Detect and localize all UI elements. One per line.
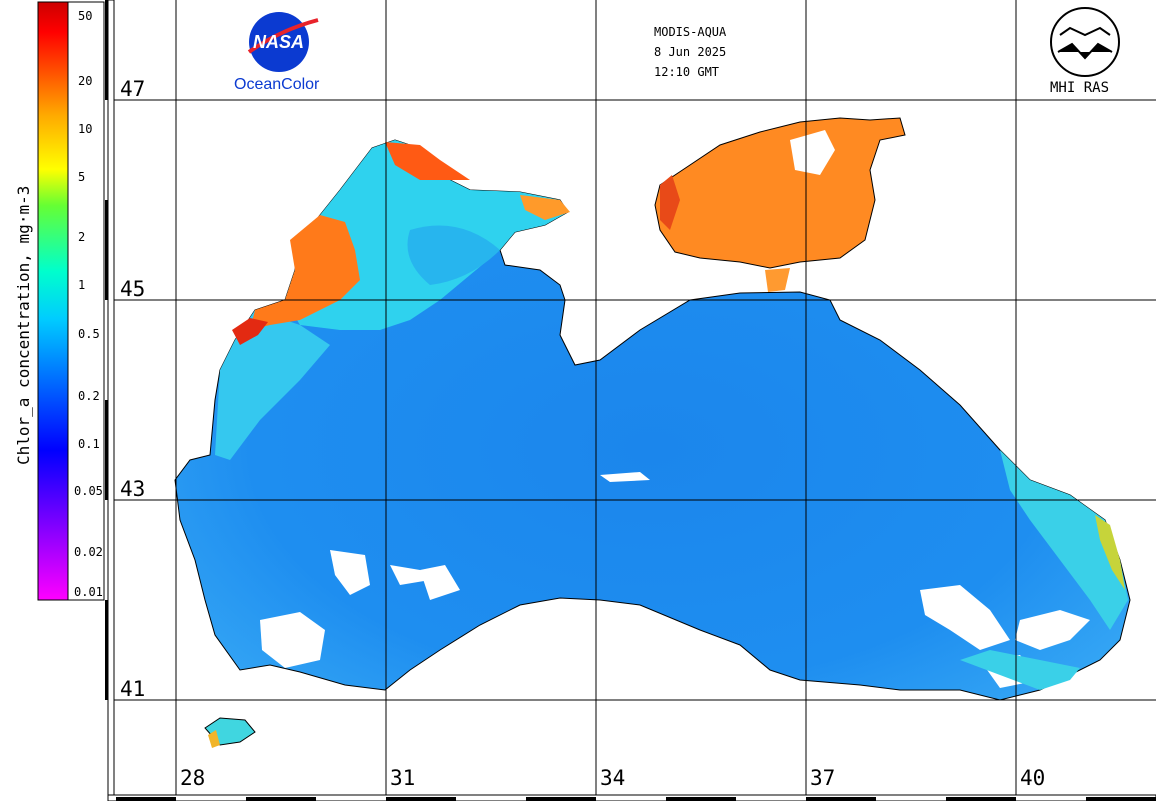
azov-cloud [790,130,835,175]
oceancolor-logo-text: OceanColor [234,76,320,93]
lon-label-37: 37 [810,766,836,790]
sw-cloud-2 [330,550,370,595]
east-coastal-band [1000,450,1128,630]
lat-label-47: 47 [120,77,146,101]
colorbar-tick: 0.2 [78,389,100,403]
left-scale-bar [105,0,115,801]
colorbar-tick: 5 [78,170,86,184]
colorbar [37,1,69,601]
sw-cloud-1 [260,612,325,668]
danube-bloom [232,318,268,345]
colorbar-tick: 0.5 [78,327,100,341]
colorbar-tick: 0.01 [74,585,103,599]
bottom-scale-bar [107,794,1156,801]
se-cloud-1 [920,585,1010,650]
lat-label-43: 43 [120,477,146,501]
colorbar-tick: 20 [78,74,93,88]
sensor-label: MODIS-AQUA [654,25,727,39]
colorbar-title: Chlor_a concentration, mg·m-3 [14,185,33,465]
colorbar-tick: 0.1 [78,437,100,451]
east-coastal-bloom [1095,515,1125,590]
nasa-logo-text: NASA [253,32,305,52]
mhi-logo [1050,7,1120,77]
colorbar-label-panel [67,1,105,601]
dnieper-bloom [385,142,470,180]
sw-cloud-4 [420,565,460,600]
mhi-ras-text: MHI RAS [1050,80,1110,96]
se-cloud-2 [1015,610,1090,650]
colorbar-tick: 0.05 [74,484,103,498]
date-label: 8 Jun 2025 [654,45,727,59]
lon-label-34: 34 [600,766,626,790]
se-coastal [960,650,1080,690]
colorbar-tick: 2 [78,230,86,244]
nw-coastal-bloom [250,215,360,330]
nasa-logo [247,12,319,72]
colorbar-tick: 50 [78,9,93,23]
nw-shelf-eddy [407,225,500,285]
azov-sea [654,117,906,269]
kerch-strait [765,268,790,292]
time-label: 12:10 GMT [654,65,720,79]
west-coast-band [215,310,330,460]
lat-label-45: 45 [120,277,146,301]
center-cloud [600,472,650,482]
colorbar-tick: 0.02 [74,545,103,559]
lat-label-41: 41 [120,677,146,701]
colorbar-tick: 10 [78,122,93,136]
lon-label-28: 28 [180,766,206,790]
marmara-bloom [208,730,220,748]
azov-edge [660,175,680,230]
lon-label-31: 31 [390,766,416,790]
karkinit-bay [520,195,570,220]
lat-lon-grid [108,0,1156,801]
colorbar-tick: 1 [78,278,86,292]
lon-label-40: 40 [1020,766,1046,790]
